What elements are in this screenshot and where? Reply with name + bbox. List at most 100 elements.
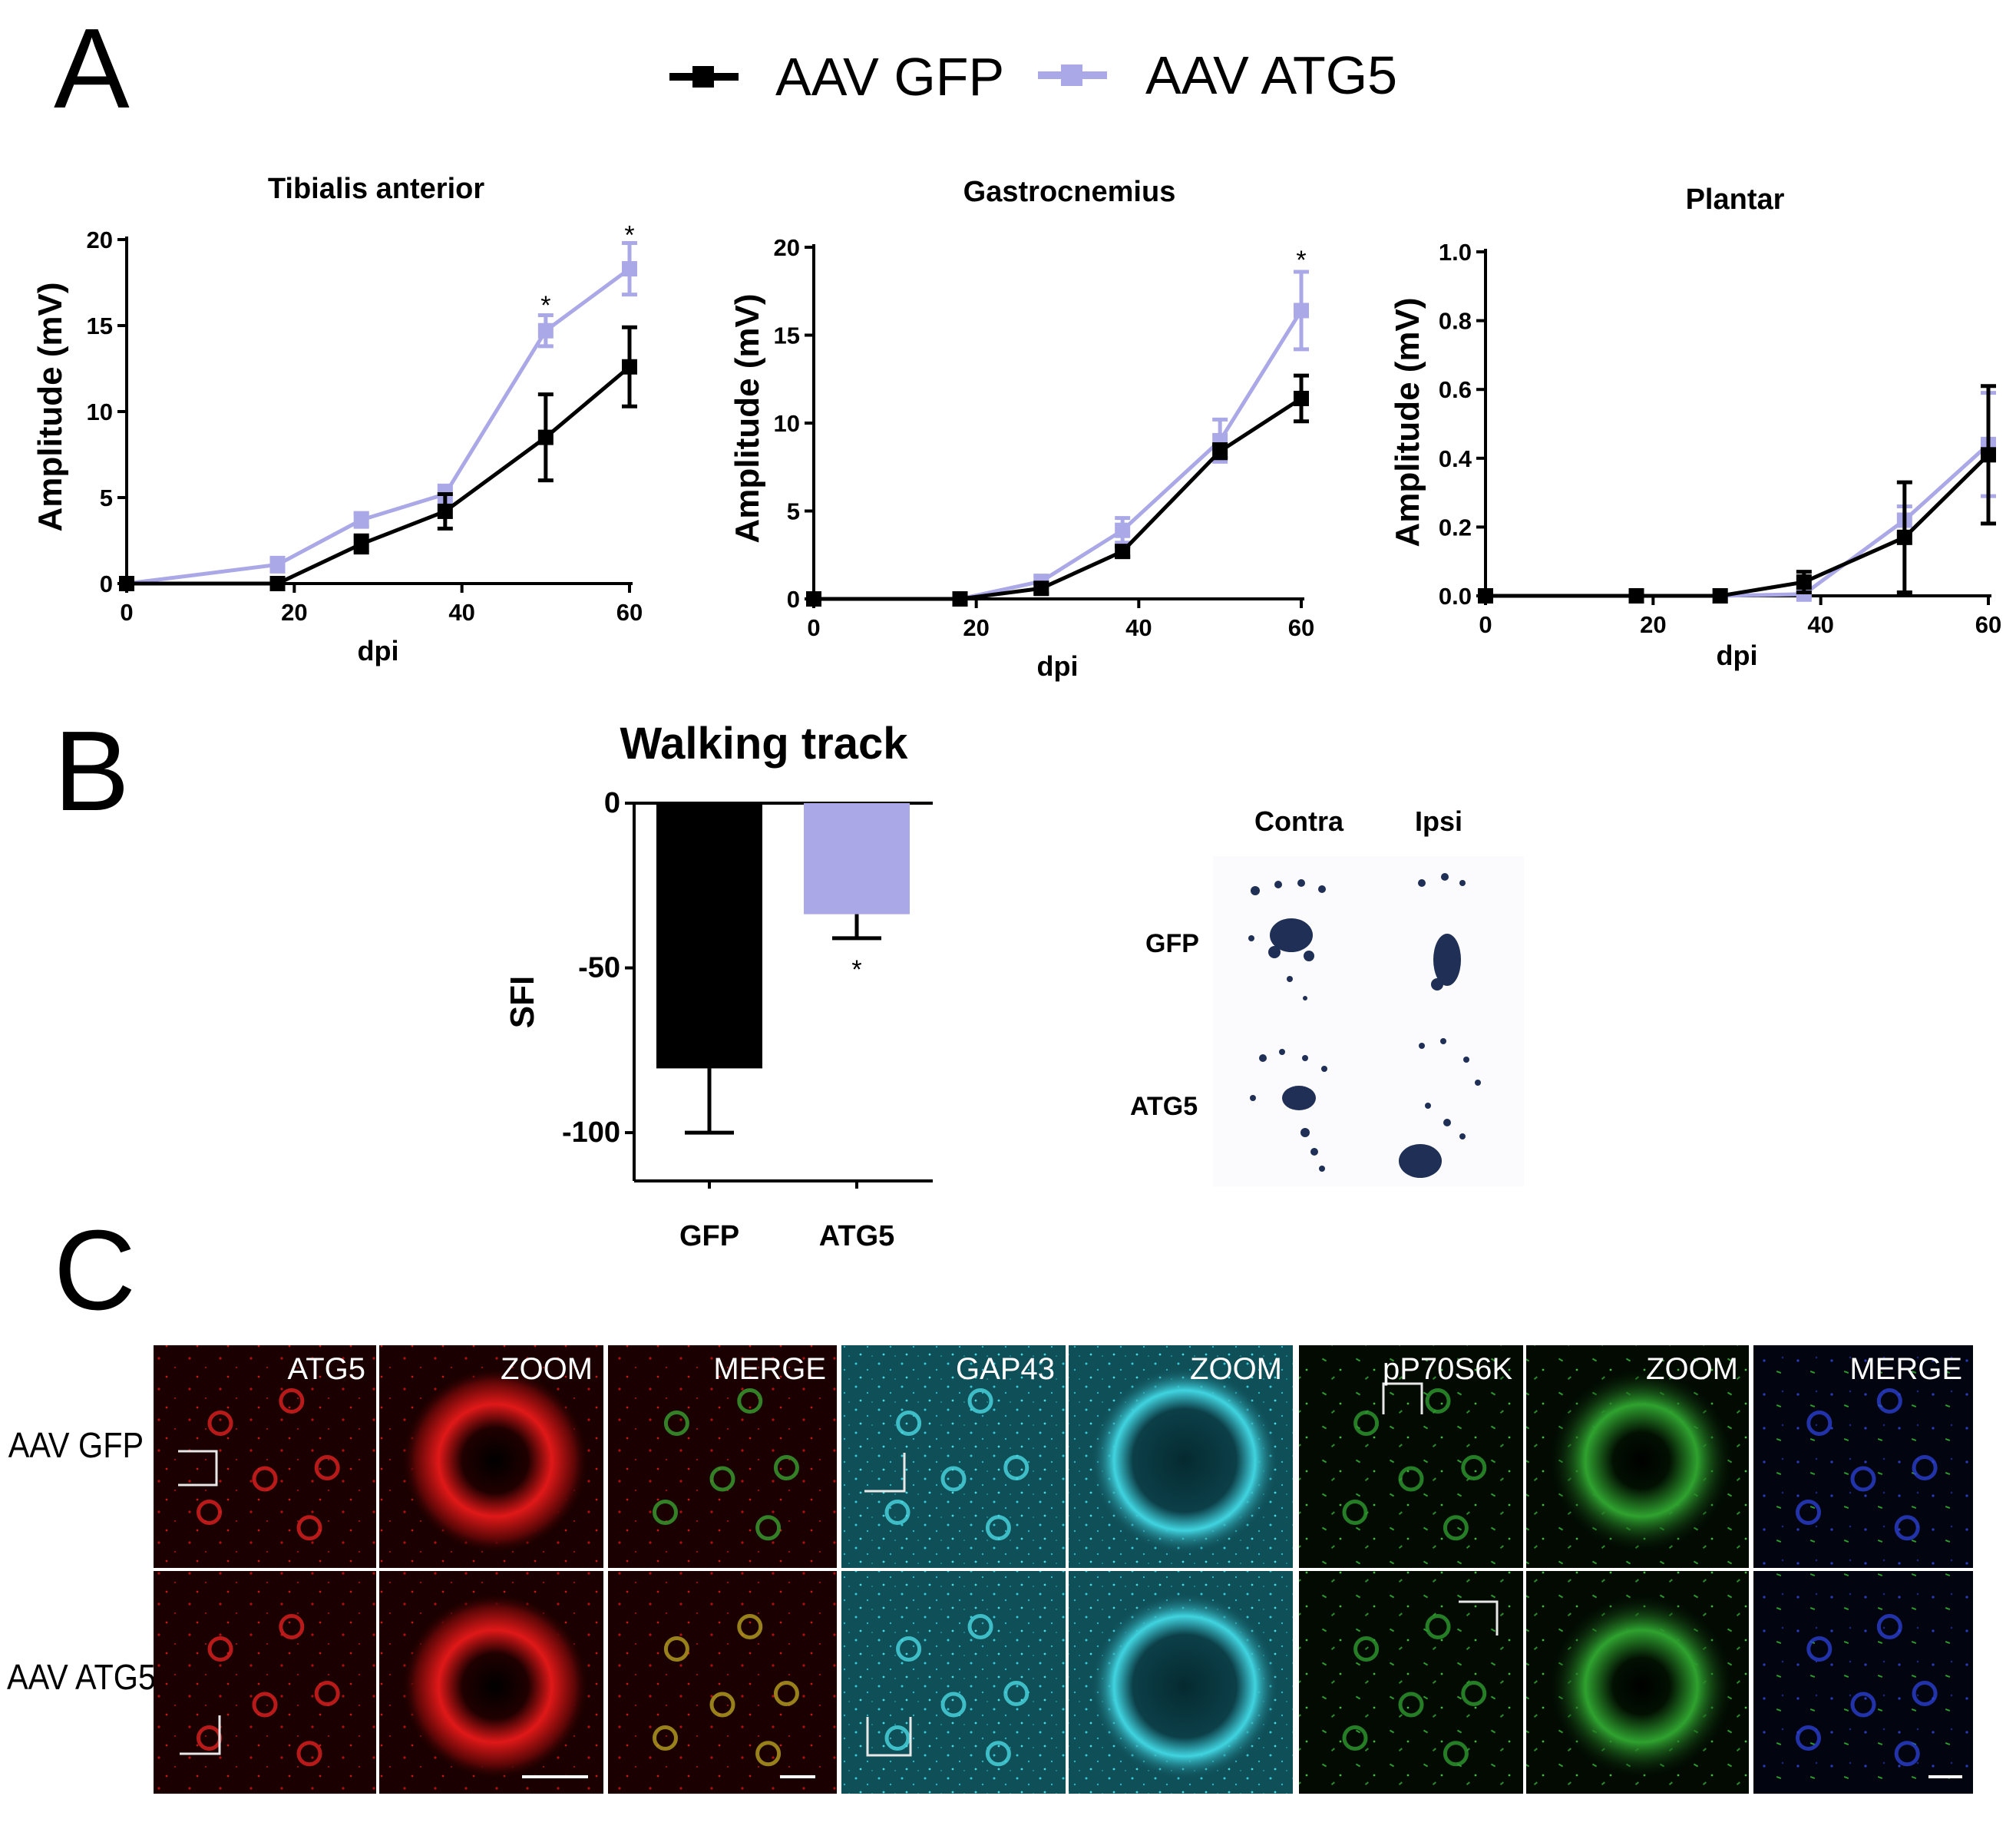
legend-swatch-gfp-marker	[692, 66, 714, 88]
chart-title: Gastrocnemius	[963, 176, 1176, 208]
data-point-gfp	[1628, 588, 1644, 604]
footprints-col-ipsi: Ipsi	[1415, 805, 1462, 837]
zoom-inset-box	[864, 1453, 906, 1493]
cell-profile	[940, 1692, 967, 1718]
cell-body	[401, 1367, 590, 1554]
zoom-inset-box	[1459, 1600, 1499, 1636]
y-axis-label: Amplitude (mV)	[31, 282, 69, 531]
cell-profile	[1443, 1515, 1469, 1541]
y-tick-label: 0	[787, 586, 800, 613]
micrograph-tile	[608, 1345, 837, 1568]
series-line-gfp	[814, 396, 1303, 601]
data-point-gfp	[537, 429, 554, 445]
data-point-gfp	[1115, 544, 1131, 560]
cell-profile	[1398, 1466, 1424, 1492]
series-line-gfp	[127, 365, 631, 586]
micro-column-label: MERGE	[1849, 1352, 1962, 1386]
cell-profile	[252, 1692, 278, 1718]
cell-profile	[279, 1614, 305, 1639]
cell-profile	[1443, 1741, 1469, 1767]
cell-profile	[314, 1455, 340, 1480]
micro-column-label: ZOOM	[1646, 1352, 1738, 1386]
y-tick-label: 1.0	[1439, 239, 1472, 266]
data-point-gfp	[1478, 588, 1493, 604]
x-tick-label: 60	[616, 599, 643, 626]
x-axis-label: dpi	[1037, 650, 1079, 682]
y-axis-label: Amplitude (mV)	[1389, 297, 1426, 547]
chart-title: Plantar	[1686, 184, 1785, 216]
x-tick-label: 0	[1479, 611, 1492, 638]
micrograph-tile	[608, 1571, 837, 1794]
micrograph-tile	[154, 1571, 376, 1794]
micrograph-tile	[154, 1345, 376, 1568]
cell-profile	[896, 1636, 922, 1662]
micro-column-label: ZOOM	[501, 1352, 593, 1386]
x-tick-label: 40	[1807, 611, 1833, 638]
cell-profile	[296, 1741, 322, 1767]
y-tick-label: 0.0	[1439, 583, 1472, 610]
chart-walking-track: Walking track SFI 0 -50 -100 GFP ATG5 *	[504, 719, 933, 1252]
cell-profile	[1806, 1411, 1833, 1436]
footprints-col-contra: Contra	[1254, 805, 1344, 837]
cell-profile	[207, 1411, 233, 1436]
zoom-inset-box	[178, 1450, 218, 1487]
micro-column-label: pP70S6K	[1383, 1352, 1512, 1386]
bar-gfp	[656, 803, 762, 1069]
cell-profile	[737, 1614, 763, 1639]
y-tick-label: 10	[87, 399, 113, 425]
footprint-atg5-ipsi	[1399, 1038, 1481, 1178]
y-tick-label: 0.4	[1439, 445, 1472, 472]
x-tick-label: 40	[1125, 614, 1152, 641]
cell-profile	[1796, 1500, 1821, 1525]
micro-column-label: MERGE	[713, 1352, 826, 1386]
micrograph-tile	[1299, 1345, 1523, 1568]
cell-profile	[1003, 1455, 1029, 1480]
data-point-atg5	[537, 322, 554, 339]
cell-body	[1090, 1593, 1279, 1780]
footprints-row-gfp: GFP	[1145, 929, 1199, 958]
cell-profile	[663, 1411, 689, 1436]
footprint-gfp-ipsi	[1418, 873, 1466, 991]
data-point-gfp	[1981, 447, 1996, 463]
micro-row-label-atg5: AAV ATG5	[7, 1658, 156, 1698]
y-tick-label: 0.8	[1439, 308, 1472, 335]
footprint-gfp-contra	[1248, 879, 1326, 1000]
panel-label-b: B	[54, 708, 130, 835]
y-axis-label: SFI	[504, 976, 541, 1028]
cell-profile	[207, 1636, 233, 1662]
cell-profile	[1912, 1455, 1938, 1480]
data-point-gfp	[1212, 443, 1228, 459]
x-axis-label: dpi	[358, 635, 399, 666]
legend: AAV GFP AAV ATG5	[669, 45, 1397, 107]
cell-profile	[1425, 1614, 1451, 1639]
chart-tibialis-anterior: Tibialis anterior Amplitude (mV) dpi 0 5 10 15…	[31, 173, 643, 666]
x-tick-label: 0	[120, 599, 133, 626]
cell-profile	[985, 1741, 1011, 1767]
panel-label-a: A	[54, 5, 130, 132]
data-point-gfp	[1896, 529, 1912, 545]
cell-profile	[1796, 1725, 1821, 1751]
x-tick-label: 20	[1640, 611, 1666, 638]
cell-profile	[1342, 1500, 1368, 1525]
legend-swatch-atg5-marker	[1061, 64, 1082, 86]
cell-profile	[1398, 1692, 1424, 1718]
data-point-atg5	[622, 261, 637, 277]
micro-column-label: ZOOM	[1190, 1352, 1282, 1386]
cell-profile	[1912, 1681, 1938, 1706]
cell-profile	[709, 1466, 735, 1492]
legend-item-gfp: AAV GFP	[669, 47, 1004, 107]
micro-column-label: ATG5	[287, 1352, 365, 1386]
data-point-gfp	[119, 576, 134, 591]
cell-profile	[197, 1500, 222, 1525]
x-tick-label: 20	[963, 614, 989, 641]
cell-profile	[252, 1466, 278, 1492]
x-tick-label: GFP	[679, 1220, 739, 1252]
chart-title: Tibialis anterior	[268, 173, 484, 205]
cell-profile	[773, 1681, 799, 1706]
x-tick-label: ATG5	[819, 1220, 895, 1252]
x-tick-label: 60	[1975, 611, 2001, 638]
cell-profile	[1850, 1692, 1876, 1718]
series-line-atg5	[126, 267, 631, 586]
x-tick-label: 20	[281, 599, 307, 626]
cell-body	[1090, 1367, 1279, 1554]
